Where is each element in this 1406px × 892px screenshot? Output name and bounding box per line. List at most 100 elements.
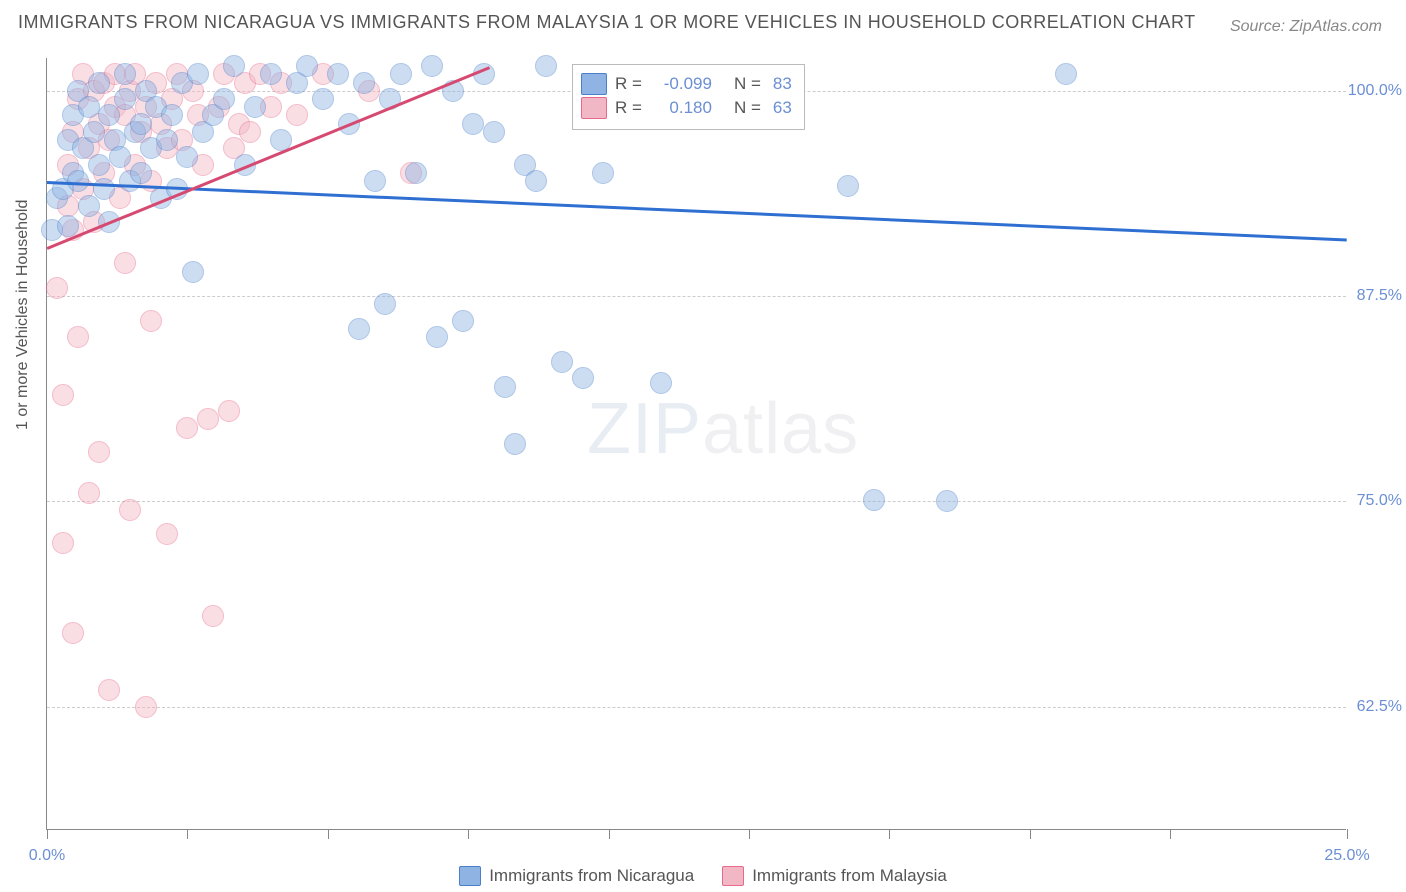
y-tick-label: 62.5% (1357, 698, 1402, 716)
legend-item-malaysia: Immigrants from Malaysia (722, 866, 947, 886)
data-point (119, 499, 141, 521)
legend-label: Immigrants from Nicaragua (489, 866, 694, 886)
data-point (140, 310, 162, 332)
watermark-atlas: atlas (702, 389, 859, 469)
data-point (405, 162, 427, 184)
data-point (452, 310, 474, 332)
data-point (176, 417, 198, 439)
data-point (650, 372, 672, 394)
correlation-row: R =-0.099N =83 (581, 73, 792, 95)
y-tick-label: 100.0% (1348, 82, 1402, 100)
legend-swatch-icon (722, 866, 744, 886)
n-value: 83 (773, 74, 792, 94)
watermark: ZIPatlas (587, 388, 859, 470)
data-point (78, 482, 100, 504)
r-value: -0.099 (650, 74, 712, 94)
data-point (187, 63, 209, 85)
plot-area: ZIPatlas 62.5%75.0%87.5%100.0%0.0%25.0%R… (46, 58, 1346, 830)
x-tick (1170, 829, 1171, 839)
data-point (78, 195, 100, 217)
data-point (312, 88, 334, 110)
data-point (260, 63, 282, 85)
data-point (202, 605, 224, 627)
data-point (364, 170, 386, 192)
data-point (88, 441, 110, 463)
data-point (421, 55, 443, 77)
data-point (52, 532, 74, 554)
data-point (592, 162, 614, 184)
data-point (572, 367, 594, 389)
data-point (936, 490, 958, 512)
data-point (504, 433, 526, 455)
data-point (353, 72, 375, 94)
n-label: N = (734, 98, 761, 118)
x-tick-label: 25.0% (1324, 847, 1369, 865)
data-point (223, 55, 245, 77)
data-point (130, 113, 152, 135)
gridline (47, 296, 1346, 297)
data-point (863, 489, 885, 511)
data-point (62, 622, 84, 644)
data-point (109, 146, 131, 168)
data-point (327, 63, 349, 85)
data-point (473, 63, 495, 85)
data-point (83, 121, 105, 143)
gridline (47, 501, 1346, 502)
data-point (46, 277, 68, 299)
x-tick (1347, 829, 1348, 839)
data-point (98, 679, 120, 701)
data-point (78, 96, 100, 118)
trend-line (47, 181, 1347, 241)
legend-swatch-icon (459, 866, 481, 886)
x-tick (1030, 829, 1031, 839)
data-point (88, 154, 110, 176)
data-point (197, 408, 219, 430)
gridline (47, 707, 1346, 708)
legend-item-nicaragua: Immigrants from Nicaragua (459, 866, 694, 886)
x-tick (47, 829, 48, 839)
x-tick (609, 829, 610, 839)
data-point (494, 376, 516, 398)
data-point (67, 326, 89, 348)
x-tick (468, 829, 469, 839)
x-tick (749, 829, 750, 839)
data-point (535, 55, 557, 77)
data-point (98, 104, 120, 126)
correlation-chart: IMMIGRANTS FROM NICARAGUA VS IMMIGRANTS … (0, 0, 1406, 892)
bottom-legend: Immigrants from Nicaragua Immigrants fro… (0, 866, 1406, 886)
correlation-row: R =0.180N =63 (581, 97, 792, 119)
data-point (296, 55, 318, 77)
watermark-zip: ZIP (587, 389, 702, 469)
data-point (462, 113, 484, 135)
y-tick-label: 75.0% (1357, 492, 1402, 510)
data-point (1055, 63, 1077, 85)
x-tick (889, 829, 890, 839)
data-point (483, 121, 505, 143)
data-point (213, 88, 235, 110)
data-point (244, 96, 266, 118)
data-point (52, 384, 74, 406)
data-point (156, 523, 178, 545)
r-label: R = (615, 98, 642, 118)
data-point (57, 215, 79, 237)
r-label: R = (615, 74, 642, 94)
x-tick (187, 829, 188, 839)
data-point (161, 104, 183, 126)
y-axis-label: 1 or more Vehicles in Household (14, 200, 32, 430)
data-point (135, 696, 157, 718)
data-point (114, 63, 136, 85)
data-point (551, 351, 573, 373)
data-point (130, 162, 152, 184)
data-point (88, 72, 110, 94)
data-point (218, 400, 240, 422)
legend-swatch-icon (581, 97, 607, 119)
legend-label: Immigrants from Malaysia (752, 866, 947, 886)
legend-swatch-icon (581, 73, 607, 95)
x-tick (328, 829, 329, 839)
chart-source: Source: ZipAtlas.com (1230, 18, 1382, 36)
data-point (837, 175, 859, 197)
data-point (286, 104, 308, 126)
data-point (176, 146, 198, 168)
x-tick-label: 0.0% (29, 847, 65, 865)
data-point (239, 121, 261, 143)
